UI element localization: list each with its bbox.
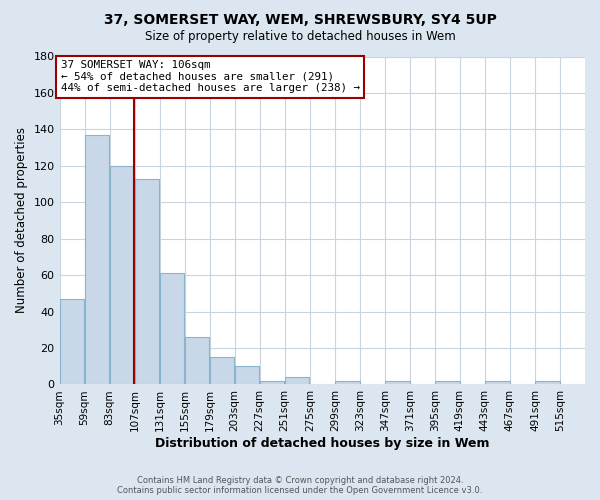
Y-axis label: Number of detached properties: Number of detached properties <box>15 128 28 314</box>
Text: 37 SOMERSET WAY: 106sqm
← 54% of detached houses are smaller (291)
44% of semi-d: 37 SOMERSET WAY: 106sqm ← 54% of detache… <box>61 60 359 94</box>
Bar <box>260 381 284 384</box>
Text: Contains HM Land Registry data © Crown copyright and database right 2024.: Contains HM Land Registry data © Crown c… <box>137 476 463 485</box>
Bar <box>235 366 259 384</box>
Bar <box>160 274 184 384</box>
X-axis label: Distribution of detached houses by size in Wem: Distribution of detached houses by size … <box>155 437 490 450</box>
Bar <box>335 381 359 384</box>
Text: 37, SOMERSET WAY, WEM, SHREWSBURY, SY4 5UP: 37, SOMERSET WAY, WEM, SHREWSBURY, SY4 5… <box>104 12 496 26</box>
Bar <box>60 299 85 384</box>
Bar <box>85 135 109 384</box>
Text: Contains public sector information licensed under the Open Government Licence v3: Contains public sector information licen… <box>118 486 482 495</box>
Bar <box>110 166 134 384</box>
Bar <box>485 381 509 384</box>
Bar <box>185 337 209 384</box>
Bar <box>385 381 410 384</box>
Bar <box>285 377 310 384</box>
Bar <box>535 381 560 384</box>
Bar <box>435 381 460 384</box>
Bar <box>135 178 160 384</box>
Text: Size of property relative to detached houses in Wem: Size of property relative to detached ho… <box>145 30 455 43</box>
Bar <box>210 357 235 384</box>
